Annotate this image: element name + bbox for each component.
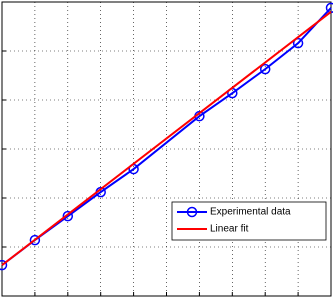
- series-line: [1, 11, 332, 266]
- data-point: [0, 259, 8, 271]
- legend: Experimental data Linear fit: [171, 201, 327, 241]
- legend-label: Experimental data: [210, 207, 291, 218]
- data-point: [29, 234, 41, 246]
- legend-label: Linear fit: [210, 224, 249, 235]
- legend-marker: [186, 206, 198, 218]
- data-point: [259, 63, 271, 75]
- data-point: [292, 37, 304, 49]
- legend-box: [171, 201, 327, 241]
- data-point: [62, 210, 74, 222]
